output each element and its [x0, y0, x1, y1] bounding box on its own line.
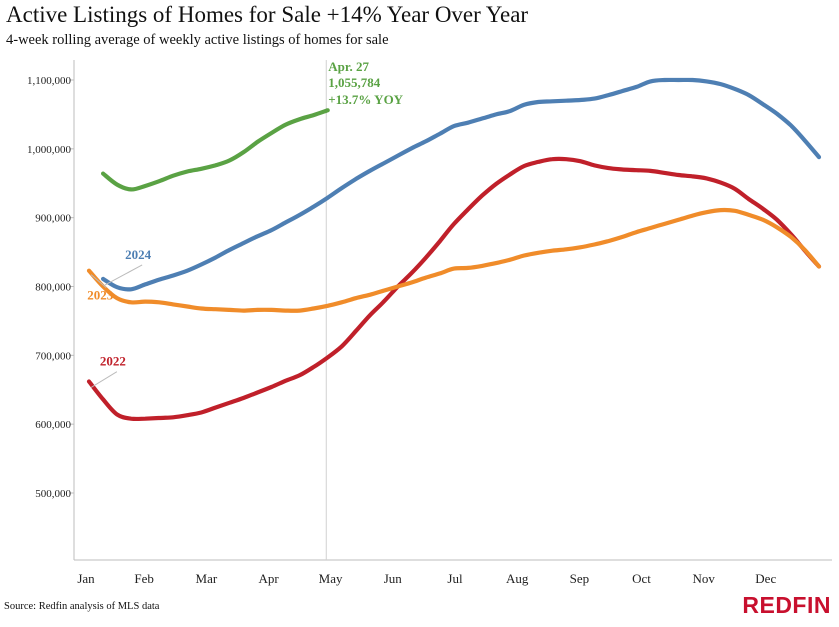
series-line-2023: [86, 207, 822, 313]
y-tick-label: 900,000: [35, 213, 71, 225]
y-tick-label: 500,000: [35, 488, 71, 500]
x-tick-label: Sep: [570, 571, 590, 586]
x-tick-label: Jul: [447, 571, 463, 586]
x-tick-label: Jan: [77, 571, 95, 586]
series-layer: [86, 77, 822, 422]
series-label-2022: 2022: [100, 354, 126, 369]
x-tick-label: Feb: [134, 571, 154, 586]
annotation-value: 1,055,784: [328, 75, 381, 90]
y-tick-label: 600,000: [35, 419, 71, 431]
annotation-date: Apr. 27: [328, 59, 369, 74]
series-line-2022: [86, 156, 822, 422]
x-tick-label: Mar: [196, 571, 218, 586]
x-tick-label: Nov: [693, 571, 716, 586]
y-tick-label: 1,100,000: [27, 75, 72, 87]
series-label-2023: 2023: [87, 288, 114, 303]
annotation-layer: Apr. 27 1,055,784 +13.7% YOY: [328, 59, 403, 107]
series-label-connector-2024: [104, 264, 143, 286]
x-tick-label: May: [319, 571, 343, 586]
x-tick-label: Dec: [755, 571, 776, 586]
series-label-connector-2023: [90, 274, 107, 288]
x-tick-label: Apr: [258, 571, 279, 586]
y-tick-label: 700,000: [35, 350, 71, 362]
y-tick-label: 1,000,000: [27, 144, 72, 156]
series-line-2025: [101, 108, 330, 192]
x-tick-label: Jun: [384, 571, 403, 586]
redfin-logo: REDFIN: [742, 592, 831, 618]
chart-subtitle: 4-week rolling average of weekly active …: [6, 32, 389, 48]
series-label-2024: 2024: [125, 247, 152, 262]
source-note: Source: Redfin analysis of MLS data: [4, 601, 160, 612]
y-tick-label: 800,000: [35, 282, 71, 294]
series-label-connector-2022: [90, 371, 118, 388]
x-tick-label: Aug: [506, 571, 529, 586]
annotation-yoy: +13.7% YOY: [328, 92, 403, 107]
x-tick-label: Oct: [632, 571, 651, 586]
chart-title: Active Listings of Homes for Sale +14% Y…: [6, 2, 529, 27]
label-layer: 2022 2023 2024: [87, 247, 152, 388]
axis-layer: 500,000 600,000 700,000 800,000 900,000 1,000…: [27, 60, 832, 586]
series-line-2024: [101, 77, 822, 292]
